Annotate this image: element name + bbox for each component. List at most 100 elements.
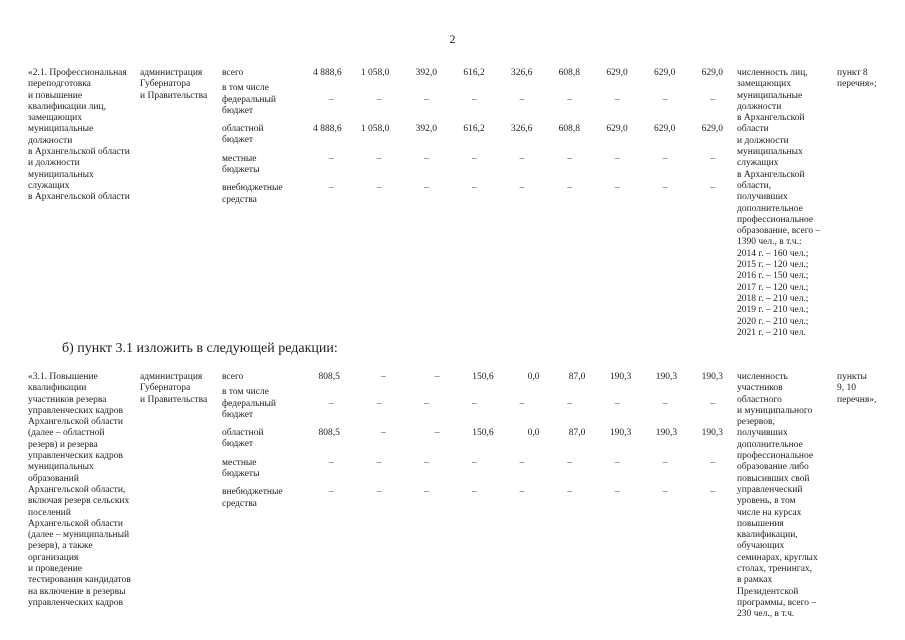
financing-value-cell: –	[662, 153, 668, 164]
financing-row: федеральный бюджет – – – – – – – – –	[222, 95, 723, 118]
financing-value-cell: –	[381, 372, 386, 382]
financing-value-cell: –	[662, 487, 668, 498]
financing-value-cell: –	[424, 487, 430, 498]
program-description: «2.1. Профессиональная переподготовка и …	[28, 68, 130, 203]
financing-value-cell: –	[376, 398, 382, 409]
financing-row: местные бюджеты – – – – – – – – –	[222, 154, 723, 177]
financing-value-cell: –	[328, 183, 334, 194]
financing-value-cell: –	[328, 153, 334, 164]
reference-cell: пункт 8 перечня»;	[837, 68, 877, 90]
financing-value-cell: 808,5	[318, 428, 340, 439]
financing-value-cell: –	[471, 94, 477, 105]
financing-value-cell: 190,3	[609, 372, 632, 382]
financing-value-cell: –	[424, 183, 430, 194]
financing-value-cell: 608,8	[558, 124, 581, 135]
financing-value-cell: –	[567, 183, 573, 194]
financing-value-cell: –	[376, 183, 382, 194]
financing-value-cell: 190,3	[609, 428, 632, 439]
financing-value-cell: –	[381, 428, 386, 439]
financing-values: 808,5 – – 150,6 0,0 87,0 190,3 190,3 190,3	[294, 428, 724, 439]
financing-value-cell: 608,8	[558, 68, 581, 78]
financing-values: – – – – – – – – –	[294, 399, 723, 410]
financing-value-cell: 0,0	[527, 428, 540, 439]
financing-value-cell: –	[519, 457, 525, 468]
financing-values: – – – – – – – – –	[294, 154, 723, 165]
financing-value-cell: 629,0	[606, 68, 628, 78]
financing-value-cell: 326,6	[510, 124, 533, 135]
financing-value-cell: –	[614, 153, 620, 164]
financing-row: областной бюджет 808,5 – – 150,6 0,0 87,0 190,3…	[222, 428, 723, 451]
financing-value-cell: 629,0	[701, 124, 724, 135]
financing-value-cell: –	[614, 457, 620, 468]
financing-row-label: местные бюджеты	[222, 457, 260, 480]
financing-row: в том числе	[222, 83, 723, 94]
financing-value-cell: 150,6	[472, 428, 494, 439]
financing-value-cell: –	[519, 487, 525, 498]
financing-row-label: федеральный бюджет	[222, 94, 276, 116]
financing-value-cell: –	[376, 94, 382, 105]
financing-value-cell: –	[567, 94, 573, 105]
executor-cell: администрация Губернатора и Правительств…	[140, 68, 208, 101]
financing-value-cell: 629,0	[654, 68, 676, 78]
financing-value-cell: –	[424, 94, 430, 105]
financing-value-cell: –	[376, 487, 382, 498]
financing-block: всего 4 888,6 1 058,0 392,0 616,2 326,6 608,8 6…	[222, 68, 723, 213]
indicator-cell: численность участников областного и муни…	[737, 372, 818, 620]
financing-value-cell: –	[662, 94, 668, 105]
financing-value-cell: –	[328, 398, 334, 409]
financing-value-cell: 4 888,6	[313, 68, 342, 78]
financing-row: всего 808,5 – – 150,6 0,0 87,0 190,3 190,3 190,3	[222, 372, 723, 383]
financing-row-label: всего	[222, 372, 244, 382]
financing-values: – – – – – – – – –	[294, 458, 723, 469]
financing-value-cell: 190,3	[655, 428, 678, 439]
financing-value-cell: 629,0	[654, 124, 676, 135]
financing-value-cell: –	[471, 487, 477, 498]
page-number: 2	[449, 32, 456, 46]
financing-row: федеральный бюджет – – – – – – – – –	[222, 399, 723, 422]
financing-value-cell: –	[376, 457, 382, 468]
financing-row: внебюджетные средства – – – – – – – – –	[222, 183, 723, 206]
financing-value-cell: 392,0	[415, 124, 438, 135]
financing-value-cell: 190,3	[655, 372, 678, 382]
financing-value-cell: –	[471, 153, 477, 164]
financing-row: областной бюджет 4 888,6 1 058,0 392,0 616,2…	[222, 124, 723, 147]
financing-value-cell: 150,6	[472, 372, 494, 382]
financing-value-cell: –	[662, 183, 668, 194]
financing-value-cell: –	[328, 94, 334, 105]
financing-value-cell: –	[434, 372, 440, 382]
financing-value-cell: 4 888,6	[313, 124, 342, 135]
financing-value-cell: 392,0	[415, 68, 438, 78]
financing-value-cell: –	[328, 457, 334, 468]
financing-row-label: областной бюджет	[222, 124, 264, 146]
financing-block: всего 808,5 – – 150,6 0,0 87,0 190,3 190,3 190,3 в…	[222, 372, 723, 517]
financing-value-cell: –	[424, 153, 430, 164]
program-table-row-2-1: «2.1. Профессиональная переподготовка и …	[28, 68, 895, 339]
financing-value-cell: –	[710, 94, 716, 105]
financing-value-cell: 616,2	[463, 124, 485, 135]
financing-value-cell: 326,6	[510, 68, 533, 78]
financing-value-cell: –	[614, 487, 620, 498]
financing-value-cell: –	[424, 398, 430, 409]
financing-value-cell: 0,0	[527, 372, 540, 382]
financing-value-cell: –	[710, 487, 716, 498]
financing-row: местные бюджеты – – – – – – – – –	[222, 458, 723, 481]
financing-values: 4 888,6 1 058,0 392,0 616,2 326,6 608,8 629,0 6…	[294, 68, 723, 79]
financing-value-cell: –	[710, 457, 716, 468]
financing-value-cell: –	[471, 398, 477, 409]
financing-value-cell: 1 058,0	[360, 68, 390, 78]
financing-row-label: всего	[222, 68, 244, 78]
financing-value-cell: –	[614, 94, 620, 105]
executor-cell: администрация Губернатора и Правительств…	[140, 372, 208, 405]
financing-value-cell: –	[376, 153, 382, 164]
program-table-row-3-1: «3.1. Повышение квалификации участников …	[28, 372, 895, 621]
financing-value-cell: –	[519, 183, 525, 194]
financing-values: 4 888,6 1 058,0 392,0 616,2 326,6 608,8 629,0 6…	[294, 124, 723, 135]
financing-value-cell: 87,0	[568, 372, 586, 382]
financing-value-cell: –	[614, 183, 620, 194]
financing-row: в том числе	[222, 387, 723, 398]
financing-value-cell: –	[662, 398, 668, 409]
financing-value-cell: –	[567, 153, 573, 164]
financing-value-cell: –	[710, 183, 716, 194]
financing-value-cell: –	[710, 153, 716, 164]
financing-value-cell: –	[662, 457, 668, 468]
